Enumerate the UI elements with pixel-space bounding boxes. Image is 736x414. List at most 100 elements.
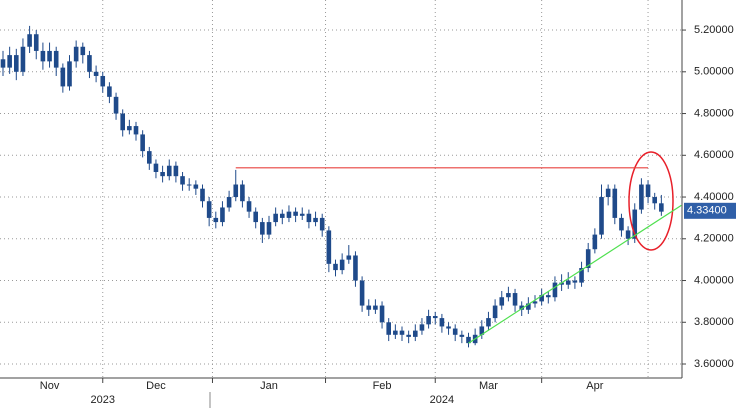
candle-body [127,126,132,131]
candle-body [200,188,205,202]
candle-body [346,255,352,260]
candle-body [220,207,225,223]
candle-body [73,46,79,62]
candle-body [393,330,398,335]
candle-body [173,165,179,177]
y-tick-label: 4.60000 [694,149,734,161]
candle-body [100,75,106,87]
candle-body [246,201,252,212]
candle-body [133,126,139,135]
candle-body [326,230,332,264]
candle-body [459,334,465,337]
candle-body [519,305,524,310]
candle-body [413,330,418,337]
candle-body [166,165,172,177]
candle-body [492,305,498,319]
candle-body [293,211,298,216]
candle-body [373,305,378,310]
candle-body [605,188,611,198]
candle-body [532,301,538,304]
candle-body [233,184,239,198]
candle-body [319,217,325,231]
candle-body [213,217,219,223]
x-tick-label: Jan [260,380,278,392]
candle-body [499,297,505,306]
candle-body [619,217,624,231]
candle-body [432,316,438,319]
candle-body [14,55,19,72]
x-tick-label: Dec [146,380,166,392]
candle-body [186,184,192,186]
candle-body [27,34,32,47]
candle-body [266,222,272,235]
candle-body [565,280,571,285]
candle-body [526,303,531,310]
candle-body [506,293,511,298]
candle-body [366,305,372,310]
y-tick-label: 5.00000 [694,66,734,78]
candle-body [120,113,125,131]
candle-body [153,163,159,172]
x-tick-label: Feb [373,380,392,392]
candle-body [286,211,292,218]
candle-body [386,322,391,335]
candle-body [446,326,451,329]
candle-body [273,213,278,223]
y-tick-label: 3.60000 [694,358,734,370]
candle-body [379,305,385,323]
y-tick-label: 4.20000 [694,233,734,245]
candle-body [93,71,99,76]
candle-body [240,184,245,202]
candle-body [60,67,66,87]
y-tick-label: 3.80000 [694,316,734,328]
y-tick-label: 4.80000 [694,107,734,119]
candle-body [399,330,405,335]
candle-body [599,197,604,235]
last-price-label: 4.33400 [687,205,727,217]
candle-body [512,293,518,306]
y-tick-label: 4.00000 [694,274,734,286]
candle-body [486,318,491,327]
candle-body [193,184,199,189]
candle-body [87,55,92,72]
candle-body [585,249,591,269]
candle-body [639,184,644,210]
candle-body [426,316,431,325]
annotation-line [468,204,682,344]
candle-body [339,259,345,271]
candle-body [107,86,112,97]
candle-body [452,328,458,335]
candle-body [47,50,52,62]
candle-body [592,234,598,250]
candle-body [280,213,285,218]
candle-body [313,217,318,223]
candle-body [67,61,72,87]
candle-body [645,184,651,198]
candle-body [226,197,232,208]
candle-body [652,197,657,204]
candle-body [333,263,338,271]
candle-body [260,222,265,235]
candle-body [7,55,12,68]
candle-body [546,295,551,298]
x-tick-label: Mar [479,380,498,392]
candle-body [479,326,485,335]
candle-body [466,336,471,344]
candle-body [53,50,59,68]
candle-body [612,188,618,218]
candle-body [539,295,544,302]
candle-body [147,151,152,164]
candle-body [0,59,6,68]
candle-body [20,46,26,72]
x-tick-label: Nov [40,380,60,392]
candle-body [439,318,445,327]
candle-body [572,280,578,283]
candle-body [299,213,305,216]
year-label: 2023 [91,394,115,406]
candle-body [559,282,564,285]
last-price-box [684,202,736,219]
candle-body [625,230,631,239]
x-tick-label: Apr [586,380,603,392]
candle-body [406,334,411,337]
